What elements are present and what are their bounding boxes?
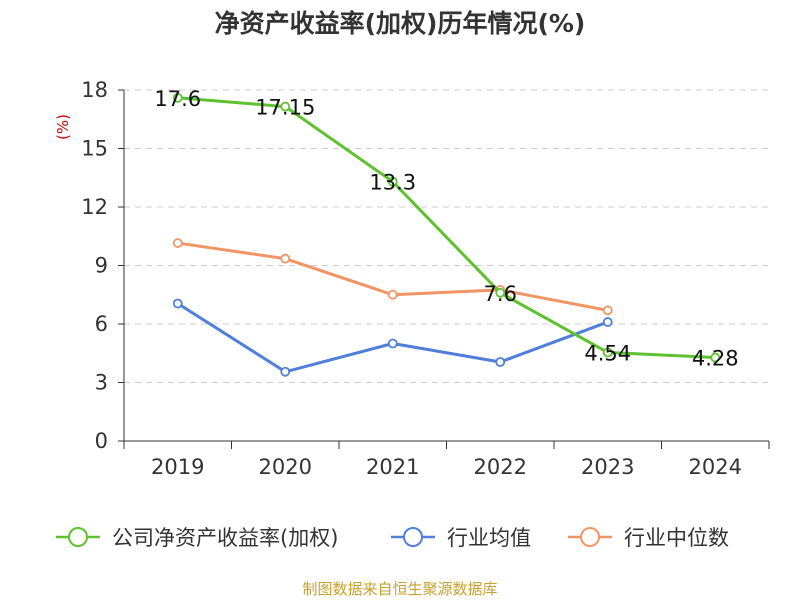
legend-label: 行业中位数 [624, 526, 729, 550]
legend-label: 行业均值 [447, 526, 531, 550]
data-labels: 17.6 17.15 13.3 7.6 4.54 4.28 [154, 87, 738, 371]
data-point [710, 352, 721, 363]
x-tick-label: 2019 [151, 455, 204, 479]
series-line [176, 302, 609, 374]
data-point [172, 238, 183, 248]
grid-lines [124, 89, 769, 383]
series-layer [172, 92, 721, 377]
x-tick-label: 2023 [581, 455, 634, 479]
y-tick-label: 12 [81, 195, 108, 219]
series-3 [172, 238, 613, 316]
data-label: 17.15 [255, 96, 315, 120]
legend-item: 公司净资产收益率(加权) [56, 526, 338, 550]
legend-item: 行业均值 [391, 526, 531, 550]
x-tick-labels: 2019 2020 2021 2022 2023 2024 [151, 455, 742, 479]
data-point [387, 338, 398, 349]
data-point [495, 287, 506, 298]
data-label: 4.54 [584, 341, 631, 365]
y-axis-label: (%) [54, 114, 72, 140]
data-point [280, 366, 291, 377]
y-tick-label: 3 [95, 371, 108, 395]
data-point [602, 305, 613, 316]
data-label: 4.28 [692, 347, 739, 371]
chart-title: 净资产收益率(加权)历年情况(%) [215, 9, 586, 38]
data-label: 13.3 [369, 171, 416, 195]
legend-marker [68, 527, 88, 547]
data-point [387, 176, 398, 187]
legend-label: 公司净资产收益率(加权) [112, 526, 338, 550]
y-tick-label: 18 [81, 78, 108, 102]
legend-item: 行业中位数 [568, 526, 729, 550]
series-2 [172, 298, 613, 377]
data-point [495, 357, 506, 367]
data-point [172, 298, 183, 309]
y-tick-label: 9 [95, 254, 108, 278]
y-tick-label: 6 [95, 312, 108, 336]
x-tick-label: 2024 [689, 455, 742, 479]
data-point [172, 92, 183, 103]
series-line [177, 241, 609, 312]
data-point [602, 347, 613, 358]
source-note: 制图数据来自恒生聚源数据库 [302, 580, 497, 598]
axes [118, 89, 770, 449]
legend-marker [403, 527, 423, 547]
data-label: 17.6 [154, 87, 201, 111]
legend-marker [580, 527, 600, 547]
data-point [387, 289, 398, 300]
data-point [280, 101, 291, 112]
x-tick-label: 2022 [474, 455, 527, 479]
y-tick-label: 15 [81, 137, 108, 161]
data-point [602, 317, 613, 327]
legend: 公司净资产收益率(加权) 行业均值 行业中位数 [56, 526, 729, 550]
x-tick-label: 2021 [366, 455, 419, 479]
data-label: 7.6 [484, 282, 517, 306]
y-tick-label: 0 [95, 429, 108, 453]
x-tick-label: 2020 [259, 455, 312, 479]
series-1 [172, 92, 721, 363]
data-point [280, 253, 291, 264]
series-line [177, 96, 716, 360]
y-tick-labels: 0 3 6 9 12 15 18 [81, 78, 108, 453]
